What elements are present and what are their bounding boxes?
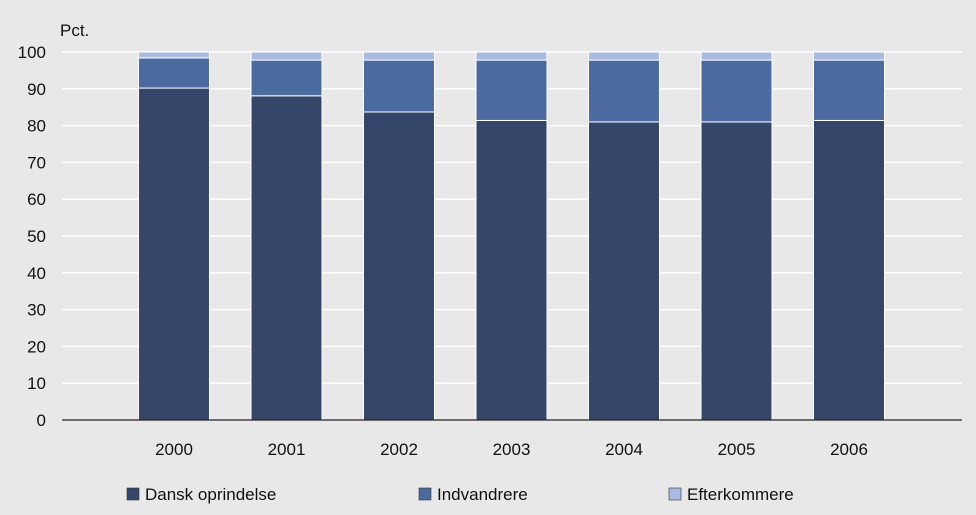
x-tick-label: 2005 (718, 440, 756, 459)
y-tick-label: 80 (27, 117, 46, 136)
legend-item: Indvandrere (418, 485, 528, 504)
x-tick-label: 2000 (155, 440, 193, 459)
bar-segment-dansk-oprindelse (475, 119, 548, 421)
legend-item: Dansk oprindelse (126, 485, 276, 504)
bar-segment-indvandrere (813, 59, 885, 121)
y-tick-label: 20 (27, 337, 46, 356)
bar-segment-efterkommere (588, 51, 660, 61)
y-tick-label: 30 (27, 301, 46, 320)
bar-segment-efterkommere (250, 51, 323, 61)
bar-segment-indvandrere (363, 59, 435, 113)
bar-segment-indvandrere (250, 59, 323, 97)
bar-segment-indvandrere (475, 59, 548, 121)
legend-item: Efterkommere (668, 485, 794, 504)
bar-segment-dansk-oprindelse (588, 121, 660, 421)
bar-segment-efterkommere (475, 51, 548, 61)
y-tick-label: 40 (27, 264, 46, 283)
bar-segment-efterkommere (700, 51, 773, 61)
y-tick-label: 60 (27, 190, 46, 209)
bar-segment-dansk-oprindelse (363, 111, 435, 421)
x-tick-label: 2003 (493, 440, 531, 459)
y-tick-label: 100 (18, 43, 46, 62)
bar-segment-efterkommere (138, 51, 210, 59)
y-tick-label: 0 (37, 411, 46, 430)
bar-segment-indvandrere (588, 59, 660, 123)
bar-segment-dansk-oprindelse (250, 95, 323, 421)
legend-swatch (668, 487, 682, 501)
legend-swatch (126, 487, 140, 501)
x-axis-ticks: 2000 2001 2002 2003 2004 2005 2006 (155, 440, 868, 459)
bar-segment-efterkommere (363, 51, 435, 61)
bar-segment-indvandrere (138, 57, 210, 89)
y-tick-label: 90 (27, 80, 46, 99)
x-tick-label: 2002 (380, 440, 418, 459)
bars (138, 51, 885, 421)
legend-swatch (418, 487, 432, 501)
legend: Dansk oprindelse Indvandrere Efterkommere (126, 485, 794, 504)
y-axis-ticks: 0 10 20 30 40 50 60 70 80 90 100 (18, 43, 46, 430)
bar-segment-dansk-oprindelse (138, 87, 210, 421)
legend-label: Indvandrere (437, 485, 528, 504)
bar-segment-indvandrere (700, 59, 773, 123)
x-tick-label: 2006 (830, 440, 868, 459)
y-unit-label: Pct. (60, 21, 89, 40)
y-tick-label: 50 (27, 227, 46, 246)
x-tick-label: 2004 (605, 440, 643, 459)
y-tick-label: 10 (27, 374, 46, 393)
bar-segment-dansk-oprindelse (813, 119, 885, 421)
legend-label: Dansk oprindelse (145, 485, 276, 504)
legend-label: Efterkommere (687, 485, 794, 504)
x-tick-label: 2001 (268, 440, 306, 459)
y-tick-label: 70 (27, 153, 46, 172)
bar-segment-efterkommere (813, 51, 885, 61)
bar-segment-dansk-oprindelse (700, 121, 773, 421)
